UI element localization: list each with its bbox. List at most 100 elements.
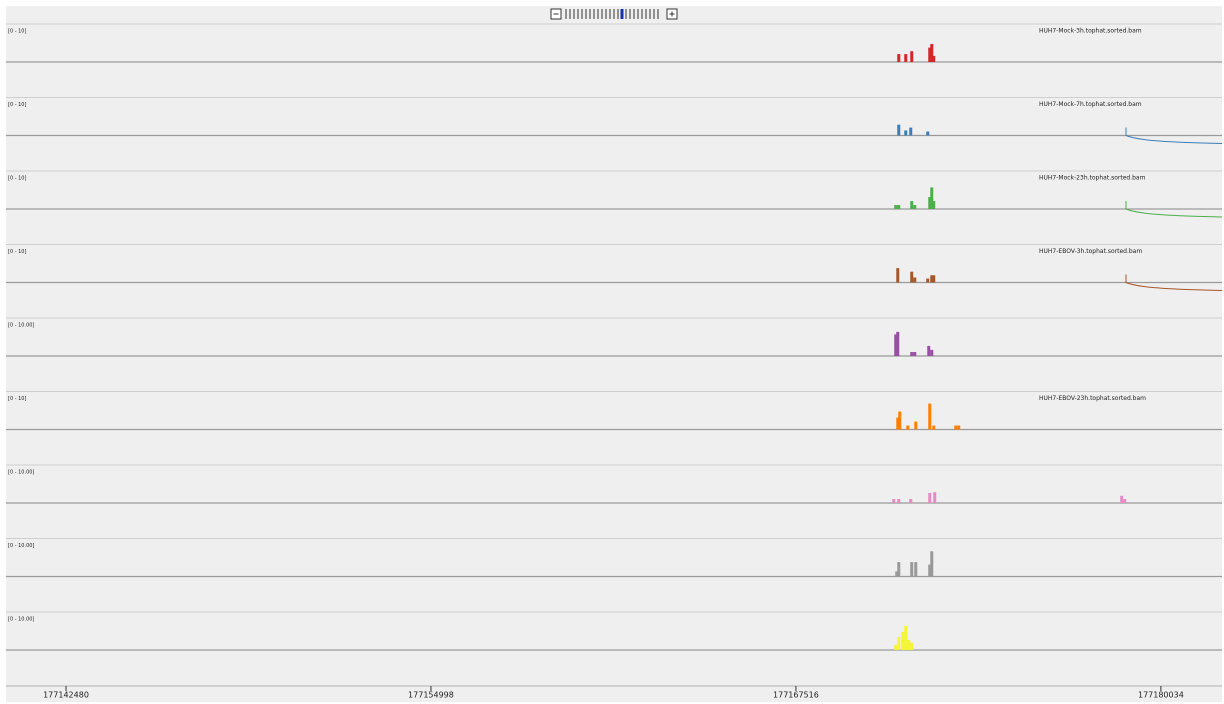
coverage-bar [930,349,934,356]
zoom-level [629,9,631,19]
coverage-bar [933,492,937,503]
track-range: [0 - 10] [8,29,26,35]
zoom-level [617,9,619,19]
track-range: [0 - 10.00] [8,543,34,549]
coverage-bar [927,345,931,356]
zoom-level-current [620,9,624,19]
zoom-level [573,9,575,19]
ruler-tick-label: 177180034 [1138,691,1184,700]
coverage-bar [910,642,914,650]
coverage-bar [932,275,936,283]
track-name: HUH7-Mock-3h.tophat.sorted.bam [1039,28,1142,35]
zoom-level [637,9,639,19]
zoom-level [589,9,591,19]
track-name: HUH7-EBOV-3h.tophat.sorted.bam [1039,248,1142,255]
coverage-bar [894,644,898,650]
coverage-bar [897,205,901,209]
zoom-level [649,9,651,19]
coverage-bar [932,55,936,62]
coverage-bar [910,271,914,283]
zoom-level [645,9,647,19]
coverage-bar [904,625,908,650]
coverage-bar [910,51,914,62]
coverage-bar [913,277,917,283]
coverage-bar [928,47,932,62]
coverage-tail [1125,201,1223,218]
coverage-bar [910,562,914,577]
coverage-bar [1120,495,1124,503]
zoom-level [613,9,615,19]
zoom-level [625,9,627,19]
zoom-level [585,9,587,19]
zoom-ticks[interactable] [565,9,659,19]
coverage-tail [1125,127,1223,144]
coverage-bar [914,562,918,577]
coverage-bar [930,275,934,283]
coverage-bar [896,268,900,283]
track-range: [0 - 10.00] [8,470,34,476]
track-range: [0 - 10.00] [8,617,34,623]
coverage-bar [954,425,958,430]
coverage-bar [932,425,936,430]
track-name: HUH7-Mock-7h.tophat.sorted.bam [1039,101,1142,108]
coverage-bar [904,130,908,136]
ruler-tick-label: 177142480 [43,691,89,700]
ruler-tick-label: 177154998 [408,691,454,700]
coverage-bar [928,403,932,430]
coverage-bar [913,205,917,209]
coverage-bar [910,201,914,209]
coverage-bar [897,499,901,503]
track-range: [0 - 10] [8,396,26,402]
coverage-bar [909,499,913,503]
coverage-bar [895,571,899,577]
coverage-bar [928,492,932,503]
coverage-bar [930,187,934,209]
coverage-bar [928,564,932,577]
coverage-bar [896,331,900,356]
track-range: [0 - 10] [8,176,26,182]
zoom-level [601,9,603,19]
zoom-level [597,9,599,19]
coverage-bar [914,421,918,430]
coverage-bar [897,562,901,577]
coverage-bar [932,201,936,209]
coverage-bar [897,637,901,650]
coverage-bar [928,197,932,209]
coverage-bar [910,352,914,356]
ruler-tick-label: 177167516 [773,691,819,700]
zoom-level [641,9,643,19]
track-range: [0 - 10.00] [8,323,34,329]
track-name: HUH7-EBOV-23h.tophat.sorted.bam [1039,395,1146,402]
coverage-bar [894,334,898,356]
zoom-level [657,9,659,19]
coverage-bar [957,425,961,430]
panel-background [6,6,1222,702]
coverage-bar [926,131,930,136]
zoom-widget[interactable] [550,8,678,20]
coverage-bar [930,44,934,62]
coverage-bar [907,639,911,650]
zoom-level [605,9,607,19]
coverage-bar [894,205,898,209]
coverage-bar [897,54,901,62]
track-name: HUH7-Mock-23h.tophat.sorted.bam [1039,175,1146,182]
coverage-bar [896,417,900,430]
zoom-level [633,9,635,19]
coverage-bar [901,632,905,650]
coverage-bar [1123,499,1127,503]
coverage-bar [897,124,901,136]
zoom-level [581,9,583,19]
coverage-bar [906,425,910,430]
coverage-bar [930,551,934,577]
zoom-level [593,9,595,19]
coverage-bar [913,352,917,356]
track-range: [0 - 10] [8,249,26,255]
coverage-bar [892,499,896,503]
coverage-bar [926,278,930,283]
zoom-level [569,9,571,19]
zoom-level [577,9,579,19]
zoom-level [609,9,611,19]
zoom-level [653,9,655,19]
zoom-level [565,9,567,19]
